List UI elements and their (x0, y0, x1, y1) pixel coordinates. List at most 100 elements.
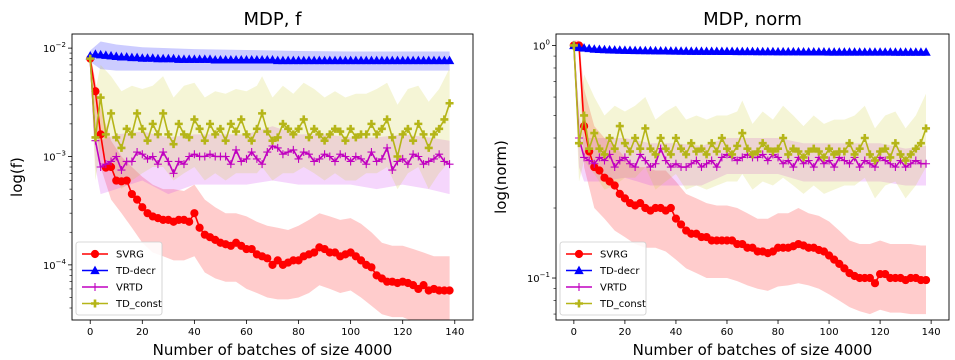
data-point (814, 147, 823, 156)
data-point (138, 150, 147, 159)
data-point (148, 152, 157, 161)
x-tick-label: 40 (670, 327, 683, 338)
legend-label: TD-decr (115, 266, 156, 277)
data-point (610, 144, 619, 153)
series-td-decr (569, 40, 931, 56)
data-point (336, 127, 345, 136)
x-tick-label: 100 (341, 327, 360, 338)
legend-marker (575, 299, 583, 308)
data-point (671, 134, 680, 143)
legend: SVRG TD-decr VRTD TD_const (75, 241, 163, 316)
data-point (169, 169, 178, 178)
data-point (419, 130, 428, 139)
data-point (195, 124, 204, 133)
data-point (610, 163, 619, 172)
legend-marker (90, 265, 100, 275)
data-point (671, 214, 681, 223)
legend-box (75, 241, 163, 316)
y-tick-label: 10−4 (43, 258, 67, 272)
data-point (429, 130, 438, 139)
data-point (809, 163, 818, 172)
data-point (636, 198, 645, 208)
data-point (921, 47, 931, 56)
legend-entry-vrtd: VRTD (82, 283, 143, 294)
data-point (190, 115, 199, 124)
data-point (435, 150, 444, 159)
data-point (107, 109, 116, 118)
data-point (268, 260, 277, 269)
data-point (779, 159, 788, 168)
data-point (758, 150, 767, 159)
data-point (424, 143, 433, 152)
x-tick-label: 0 (87, 327, 93, 338)
data-point (383, 115, 392, 124)
confidence-band-svrg (90, 53, 450, 320)
legend-entry-td-decr: TD-decr (82, 265, 156, 277)
data-point (830, 163, 839, 172)
x-tick-label: 20 (619, 327, 632, 338)
data-point (682, 150, 691, 159)
data-point (804, 156, 813, 165)
data-point (906, 150, 915, 159)
data-point (610, 181, 619, 190)
data-point (702, 150, 711, 159)
data-point (574, 139, 583, 148)
data-point (398, 154, 407, 163)
legend-label: SVRG (116, 250, 144, 261)
data-point (164, 130, 173, 139)
data-point (226, 119, 235, 128)
series-vrtd (86, 54, 454, 178)
data-point (748, 150, 757, 159)
data-point (143, 154, 152, 163)
data-point (164, 157, 173, 166)
data-point (840, 156, 849, 165)
data-point (419, 281, 428, 290)
x-tick-label: 120 (393, 327, 412, 338)
data-point (753, 147, 762, 156)
data-point (409, 136, 418, 145)
data-point (733, 141, 742, 150)
data-point (677, 144, 686, 153)
data-point (906, 159, 915, 168)
data-point (388, 166, 397, 175)
data-point (922, 159, 931, 168)
data-point (409, 150, 418, 159)
series-line (573, 45, 927, 162)
x-tick-label: 140 (445, 327, 464, 338)
data-point (697, 163, 706, 172)
data-point (310, 157, 319, 166)
data-point (206, 150, 215, 159)
data-point (278, 119, 287, 128)
data-point (159, 148, 168, 157)
data-point (96, 163, 105, 172)
data-point (707, 156, 716, 165)
data-point (825, 156, 834, 165)
data-point (133, 148, 142, 157)
data-point (717, 134, 726, 143)
data-point (595, 153, 604, 162)
legend-label: VRTD (600, 283, 627, 294)
data-point (263, 254, 272, 263)
data-point (891, 139, 900, 148)
data-point (273, 133, 282, 142)
legend-entry-td_const: TD_const (82, 299, 162, 310)
chart-title: MDP, f (243, 9, 302, 30)
data-point (91, 133, 100, 142)
legend-label: TD_const (115, 299, 162, 310)
data-point (174, 157, 183, 166)
data-point (211, 130, 220, 139)
series-svrg (86, 54, 454, 295)
data-point (717, 153, 726, 162)
chart-title: MDP, norm (703, 9, 802, 30)
data-point (190, 150, 199, 159)
confidence-band-svrg (573, 40, 926, 315)
data-point (911, 156, 920, 165)
data-point (247, 244, 256, 254)
legend-marker (574, 249, 584, 259)
data-point (179, 160, 188, 169)
data-point (860, 134, 869, 143)
data-point (226, 160, 235, 169)
data-point (712, 163, 721, 172)
data-point (860, 156, 869, 165)
